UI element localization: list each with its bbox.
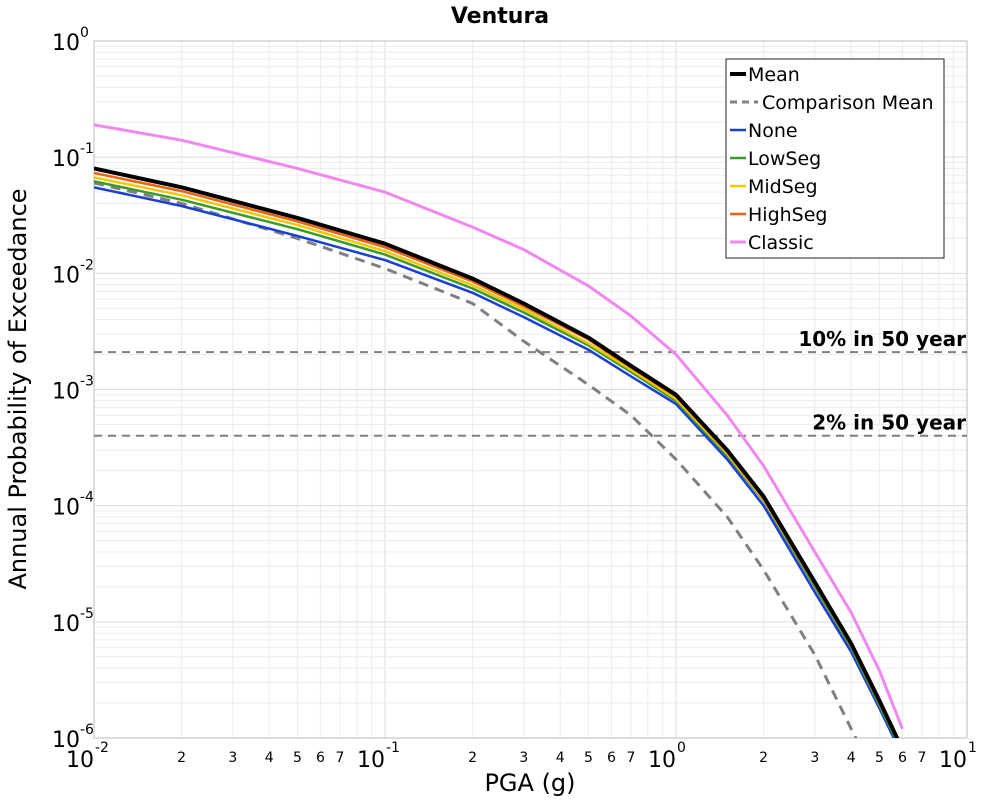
series-line-comparison-mean <box>94 181 858 738</box>
y-tick-major: 10 -2 <box>52 257 94 288</box>
y-tick-base: 10 <box>52 31 80 56</box>
y-tick-exponent: -2 <box>80 257 94 273</box>
y-tick-exponent: -5 <box>80 606 94 622</box>
y-tick-base: 10 <box>52 728 80 753</box>
legend-item: MidSeg <box>730 176 818 198</box>
x-tick-minor: 7 <box>335 750 344 766</box>
x-tick-exponent: 0 <box>677 740 686 756</box>
x-tick-minor: 6 <box>316 750 325 766</box>
x-tick-minor: 5 <box>293 750 302 766</box>
series-line-highseg <box>94 171 899 738</box>
x-tick-base: 10 <box>66 748 94 773</box>
reference-lines: 10% in 50 year 2% in 50 year <box>94 327 967 437</box>
legend-item: Mean <box>730 64 800 86</box>
y-tick-base: 10 <box>52 263 80 288</box>
y-tick-exponent: 0 <box>80 25 89 41</box>
x-tick-minor: 4 <box>265 750 274 766</box>
legend-box <box>725 58 945 259</box>
legend-label: HighSeg <box>748 204 827 226</box>
x-tick-major: 10 -2 <box>66 740 109 773</box>
series-line-none <box>94 186 896 738</box>
x-tick-exponent: 1 <box>968 740 977 756</box>
legend-label: None <box>748 120 798 142</box>
x-axis-ticks: 10 -2 10 -1 10 0 10 12 3 4 5 6 7 2 3 4 5 6 7 2 3 4 5 6 7 <box>66 740 977 773</box>
y-tick-base: 10 <box>52 380 80 405</box>
x-tick-major: 10 1 <box>939 740 977 773</box>
legend-label: Classic <box>748 232 814 254</box>
x-axis-label: PGA (g) <box>484 769 575 797</box>
x-tick-minor: 4 <box>847 750 856 766</box>
x-tick-exponent: -1 <box>386 740 400 756</box>
legend-label: MidSeg <box>748 176 818 198</box>
y-tick-base: 10 <box>52 496 80 521</box>
plot-area-border <box>93 40 968 739</box>
legend: Mean Comparison Mean None LowSeg MidSeg HighS… <box>725 58 945 259</box>
chart-title: Ventura <box>451 4 549 29</box>
reference-line-label: 2% in 50 year <box>812 411 966 435</box>
y-tick-exponent: -4 <box>80 490 94 506</box>
y-tick-base: 10 <box>52 612 80 637</box>
y-tick-exponent: -1 <box>80 141 94 157</box>
series-line-lowseg <box>94 180 897 738</box>
x-tick-minor: 7 <box>626 750 635 766</box>
x-tick-major: 10 0 <box>648 740 686 773</box>
legend-item: Classic <box>730 232 814 254</box>
x-tick-base: 10 <box>939 748 967 773</box>
y-tick-major: 10 -5 <box>52 606 94 637</box>
x-tick-minor: 7 <box>917 750 926 766</box>
x-tick-minor: 5 <box>584 750 593 766</box>
x-tick-minor: 2 <box>468 750 477 766</box>
x-tick-minor: 5 <box>875 750 884 766</box>
y-tick-major: 10 0 <box>52 25 89 56</box>
x-tick-minor: 4 <box>556 750 565 766</box>
y-tick-exponent: -6 <box>80 722 94 738</box>
y-tick-major: 10 -1 <box>52 141 94 172</box>
x-tick-minor: 3 <box>810 750 819 766</box>
grid <box>93 41 967 739</box>
legend-item: LowSeg <box>730 148 821 170</box>
y-tick-major: 10 -6 <box>52 722 94 753</box>
x-tick-major: 10 -1 <box>357 740 400 773</box>
legend-label: Comparison Mean <box>762 92 934 114</box>
series-line-mean <box>94 166 900 738</box>
legend-item: HighSeg <box>730 204 827 226</box>
x-tick-base: 10 <box>648 748 676 773</box>
x-tick-base: 10 <box>357 748 385 773</box>
x-tick-minor: 3 <box>519 750 528 766</box>
x-tick-minor: 6 <box>898 750 907 766</box>
legend-item: Comparison Mean <box>730 92 934 114</box>
x-tick-minor: 2 <box>177 750 186 766</box>
series-line-midseg <box>94 176 898 738</box>
series-layer <box>94 123 904 738</box>
legend-item: None <box>730 120 798 142</box>
y-tick-major: 10 -3 <box>52 374 94 405</box>
x-tick-exponent: -2 <box>95 740 109 756</box>
x-tick-minor: 6 <box>607 750 616 766</box>
reference-line-label: 10% in 50 year <box>798 327 966 351</box>
legend-label: Mean <box>748 64 800 86</box>
x-tick-minor: 2 <box>759 750 768 766</box>
x-tick-minor: 3 <box>228 750 237 766</box>
series-line-classic <box>94 123 904 730</box>
y-tick-major: 10 -4 <box>52 490 94 521</box>
y-tick-base: 10 <box>52 147 80 172</box>
y-axis-label: Annual Probability of Exceedance <box>4 188 32 589</box>
legend-label: LowSeg <box>748 148 821 170</box>
y-tick-exponent: -3 <box>80 374 94 390</box>
